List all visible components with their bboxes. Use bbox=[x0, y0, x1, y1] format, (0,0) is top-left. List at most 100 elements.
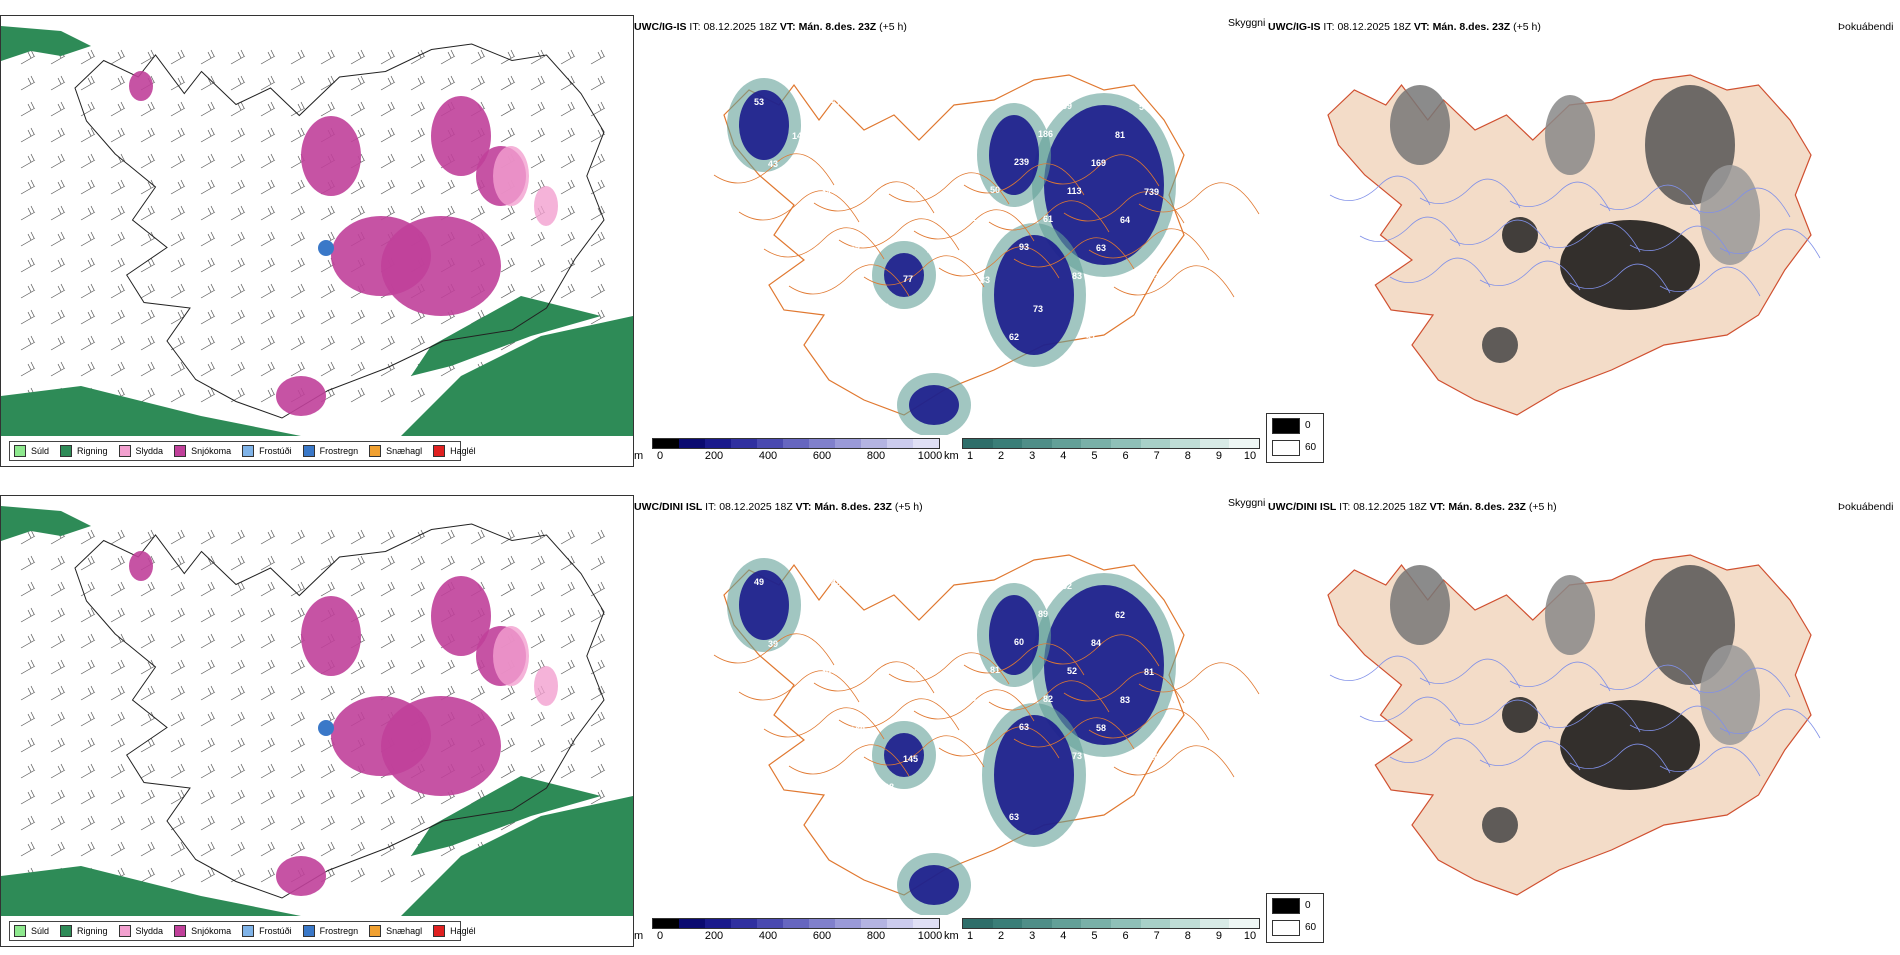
wind-barb bbox=[140, 607, 156, 623]
it-prefix: IT: bbox=[1339, 501, 1351, 513]
wind-barb bbox=[320, 529, 336, 545]
colorbar-cell bbox=[835, 919, 861, 928]
wind-barb bbox=[320, 841, 336, 857]
wind-barb bbox=[530, 737, 546, 753]
precip-legend: Súld Rigning Slydda Snjókoma Frostúði Frostre… bbox=[9, 441, 476, 461]
wind-barb bbox=[200, 633, 216, 649]
high-terrain-area bbox=[1044, 105, 1164, 265]
wind-barb bbox=[200, 841, 216, 857]
colorbar-tick-label: 800 bbox=[866, 930, 886, 942]
rain-area bbox=[1, 26, 91, 61]
fog-index-area bbox=[1390, 85, 1450, 165]
wind-barb bbox=[110, 607, 126, 623]
wind-barb bbox=[170, 841, 186, 857]
road-line bbox=[838, 218, 960, 251]
wind-barb bbox=[200, 335, 216, 351]
wind-barb bbox=[560, 283, 576, 299]
fog-panel-title: Þokuábendi bbox=[1838, 21, 1894, 33]
precip-type-map: Súld Rigning Slydda Snjókoma Frostúði Frostre… bbox=[0, 15, 634, 467]
wind-barb bbox=[290, 101, 306, 117]
visibility-value: 60 bbox=[778, 329, 788, 339]
wind-barb bbox=[410, 685, 426, 701]
wind-barb bbox=[320, 335, 336, 351]
colorbar-tick-label: 200 bbox=[704, 450, 724, 462]
wind-barb bbox=[200, 867, 216, 883]
wind-barb bbox=[470, 205, 486, 221]
precip-legend-item: Snæhagl bbox=[369, 925, 422, 937]
visibility-value: 57 bbox=[807, 606, 817, 616]
wind-barb bbox=[380, 815, 396, 831]
wind-barb bbox=[260, 75, 276, 91]
visibility-value: 108 bbox=[879, 782, 894, 792]
wind-barb bbox=[410, 555, 426, 571]
black-swatch bbox=[1272, 418, 1300, 434]
sleet-area bbox=[534, 666, 558, 706]
wind-barb bbox=[350, 529, 366, 545]
wind-barb bbox=[290, 283, 306, 299]
wind-barb bbox=[410, 633, 426, 649]
wind-barb bbox=[560, 685, 576, 701]
visibility-value: 48 bbox=[831, 578, 841, 588]
wind-barb bbox=[110, 49, 126, 65]
wind-barb bbox=[110, 763, 126, 779]
road-line bbox=[713, 633, 835, 666]
it-value: 08.12.2025 18Z bbox=[1353, 501, 1427, 513]
wind-barb bbox=[500, 529, 516, 545]
legend-swatch bbox=[242, 445, 255, 457]
fog-index-area bbox=[1502, 697, 1538, 733]
wind-barb bbox=[530, 581, 546, 597]
km-unit: km bbox=[944, 450, 959, 462]
colorbar-cell bbox=[1229, 439, 1259, 448]
iceland-coastline bbox=[74, 43, 605, 419]
legend-label: Frostúði bbox=[259, 926, 292, 936]
forecast-row-dini: UWC/DINI ISL IT: 08.12.2025 18Z VT: Mán.… bbox=[0, 480, 1900, 955]
rain-area bbox=[401, 796, 633, 916]
colorbar-tick-label: 8 bbox=[1184, 450, 1191, 462]
wind-barb bbox=[20, 283, 36, 299]
wind-barb bbox=[260, 153, 276, 169]
visibility-value: 61 bbox=[773, 724, 783, 734]
visibility-value: 53 bbox=[778, 809, 788, 819]
wind-barb bbox=[350, 179, 366, 195]
road-line bbox=[938, 726, 1060, 759]
wind-barb bbox=[140, 101, 156, 117]
wind-barb bbox=[350, 335, 366, 351]
wind-barb bbox=[170, 387, 186, 403]
wind-barb bbox=[110, 75, 126, 91]
height-colorbar: m 0 200 400 600 800 1000 bbox=[634, 916, 944, 946]
fog-panel-header: UWC/IG-IS IT: 08.12.2025 18Z VT: Mán. 8.… bbox=[1268, 21, 1541, 33]
wind-barb bbox=[380, 49, 396, 65]
wind-barb bbox=[200, 763, 216, 779]
visibility-value: 52 bbox=[1067, 666, 1077, 676]
wind-barb bbox=[290, 763, 306, 779]
river-line bbox=[1419, 658, 1521, 689]
wind-barb bbox=[440, 659, 456, 675]
wind-barb bbox=[140, 335, 156, 351]
wind-barb bbox=[560, 607, 576, 623]
wind-barb bbox=[20, 75, 36, 91]
wind-barb bbox=[50, 75, 66, 91]
visibility-value: 169 bbox=[1091, 158, 1106, 168]
colorbar-cell bbox=[1022, 919, 1052, 928]
wind-barb bbox=[560, 257, 576, 273]
precip-legend-item: Haglél bbox=[433, 445, 476, 457]
legend-swatch bbox=[369, 925, 382, 937]
precip-legend-item: Slydda bbox=[118, 925, 163, 937]
wind-barb bbox=[380, 75, 396, 91]
wind-barb bbox=[110, 127, 126, 143]
wind-barb bbox=[20, 659, 36, 675]
colorbar-cell bbox=[679, 439, 705, 448]
rain-area bbox=[401, 316, 633, 436]
wind-barb bbox=[140, 205, 156, 221]
wind-barb bbox=[380, 607, 396, 623]
wind-barb bbox=[110, 815, 126, 831]
rain-area bbox=[1, 866, 301, 916]
visibility-value: 81 bbox=[1144, 667, 1154, 677]
vt-label: VT: Mán. 8.des. 23Z bbox=[1429, 501, 1526, 513]
rain-area bbox=[411, 296, 601, 376]
precip-map-canvas bbox=[1, 16, 633, 466]
wind-barb bbox=[230, 387, 246, 403]
wind-barb bbox=[80, 581, 96, 597]
colorbar-cell bbox=[1051, 439, 1082, 448]
river-line bbox=[1599, 184, 1701, 215]
